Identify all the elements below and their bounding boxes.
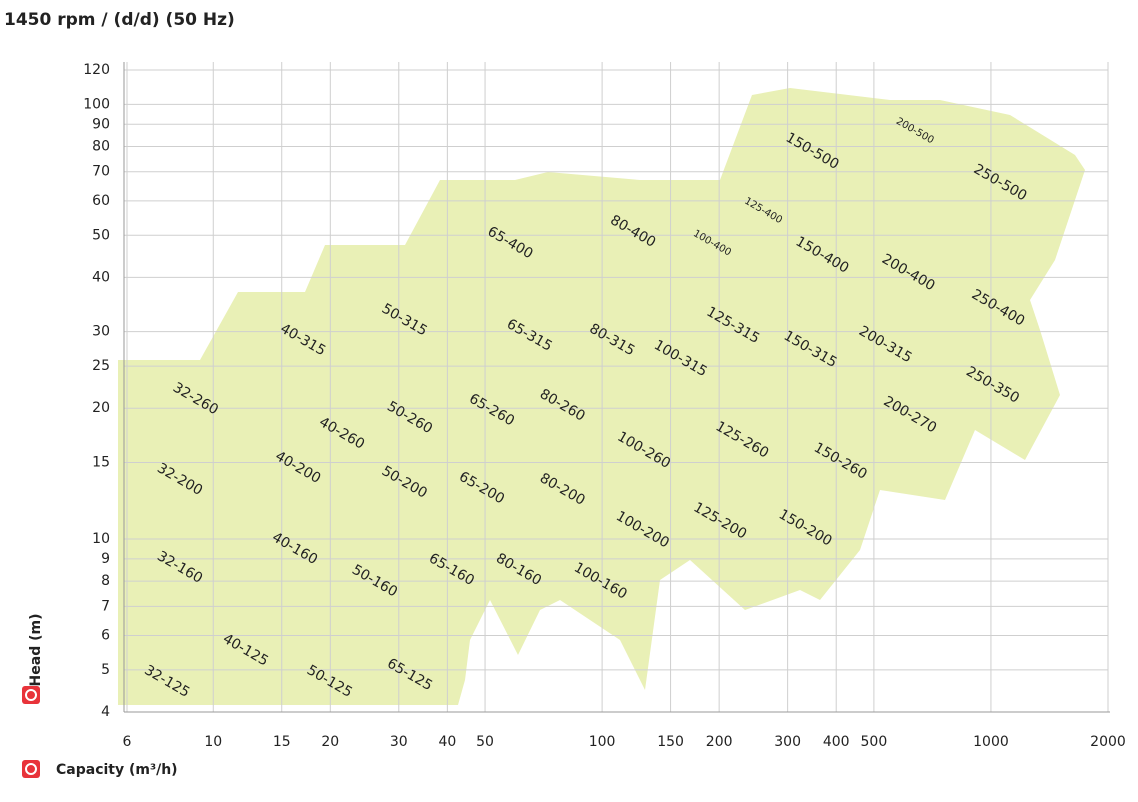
y-tick-label: 90 — [92, 116, 110, 132]
x-tick-label: 1000 — [973, 734, 1009, 750]
x-tick-label: 200 — [706, 734, 733, 750]
x-tick-label: 2000 — [1090, 734, 1126, 750]
y-tick-label: 40 — [92, 269, 110, 285]
y-tick-label: 9 — [101, 551, 110, 567]
x-tick-label: 15 — [273, 734, 291, 750]
y-tick-label: 4 — [101, 704, 110, 720]
y-axis-label: Head (m) — [28, 614, 44, 687]
x-tick-label: 30 — [390, 734, 408, 750]
y-tick-label: 70 — [92, 164, 110, 180]
x-tick-label: 150 — [657, 734, 684, 750]
x-tick-label: 300 — [774, 734, 801, 750]
x-tick-label: 20 — [321, 734, 339, 750]
x-tick-label: 500 — [861, 734, 888, 750]
y-tick-label: 10 — [92, 531, 110, 547]
head-icon-mark — [25, 689, 37, 701]
x-tick-label: 6 — [123, 734, 132, 750]
y-tick-label: 6 — [101, 627, 110, 643]
x-tick-label: 10 — [204, 734, 222, 750]
y-tick-label: 100 — [83, 96, 110, 112]
coverage-area — [118, 88, 1085, 705]
y-tick-label: 20 — [92, 400, 110, 416]
y-tick-label: 30 — [92, 324, 110, 340]
chart-title: 1450 rpm / (d/d) (50 Hz) — [4, 10, 235, 30]
y-tick-label: 8 — [101, 573, 110, 589]
capacity-icon-mark — [25, 763, 37, 775]
y-tick-label: 120 — [83, 62, 110, 78]
grid — [124, 62, 1109, 713]
capacity-icon — [22, 760, 40, 778]
x-tick-label: 100 — [589, 734, 616, 750]
y-tick-label: 80 — [92, 139, 110, 155]
head-icon — [22, 686, 40, 704]
x-tick-label: 50 — [476, 734, 494, 750]
y-tick-label: 15 — [92, 455, 110, 471]
x-tick-label: 40 — [438, 734, 456, 750]
y-tick-label: 60 — [92, 193, 110, 209]
x-axis-label: Capacity (m³/h) — [56, 762, 178, 778]
y-tick-label: 50 — [92, 227, 110, 243]
y-tick-label: 5 — [101, 662, 110, 678]
y-tick-label: 25 — [92, 358, 110, 374]
x-tick-label: 400 — [823, 734, 850, 750]
y-tick-label: 7 — [101, 598, 110, 614]
